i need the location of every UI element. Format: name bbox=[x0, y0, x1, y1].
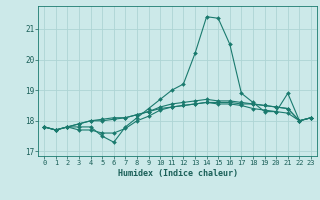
X-axis label: Humidex (Indice chaleur): Humidex (Indice chaleur) bbox=[118, 169, 238, 178]
